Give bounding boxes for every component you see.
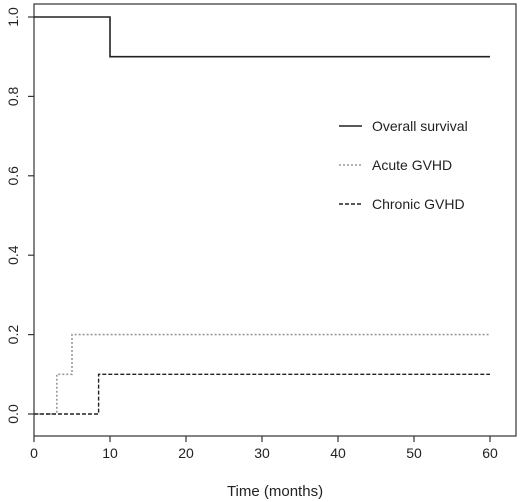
series-line-chronic-gvhd	[34, 373, 490, 415]
x-tick-label-4: 40	[330, 445, 346, 461]
x-tick-label-5: 50	[406, 445, 422, 461]
legend-label-2: Chronic GVHD	[372, 196, 465, 212]
y-tick-label-5: 1.0	[5, 7, 21, 27]
y-axis: 0.0 0.2 0.4 0.6 0.8 1.0	[5, 7, 34, 424]
y-tick-label-1: 0.2	[5, 325, 21, 345]
x-tick-label-1: 10	[102, 445, 118, 461]
legend-label-0: Overall survival	[372, 118, 468, 134]
legend-label-1: Acute GVHD	[372, 157, 452, 173]
x-tick-label-6: 60	[482, 445, 498, 461]
series-layer	[34, 16, 490, 415]
x-axis-title: Time (months)	[227, 483, 323, 500]
plot-frame	[33, 3, 517, 437]
series-line-overall-survival	[34, 16, 490, 58]
legend: Overall survival Acute GVHD Chronic GVHD	[339, 118, 468, 212]
y-tick-label-0: 0.0	[5, 404, 21, 424]
y-tick-label-2: 0.4	[5, 245, 21, 265]
x-axis: 0 10 20 30 40 50 60	[30, 436, 498, 461]
y-tick-label-4: 0.8	[5, 86, 21, 106]
x-tick-label-2: 20	[178, 445, 194, 461]
x-tick-label-3: 30	[254, 445, 270, 461]
x-tick-label-0: 0	[30, 445, 38, 461]
y-tick-label-3: 0.6	[5, 166, 21, 186]
